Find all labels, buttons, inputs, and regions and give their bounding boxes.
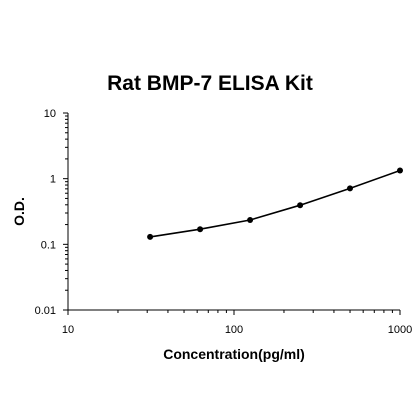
x-tick-label: 10	[62, 324, 74, 336]
data-point	[397, 167, 403, 174]
data-point	[247, 217, 254, 223]
chart-title: Rat BMP-7 ELISA Kit	[107, 72, 313, 95]
data-point	[347, 185, 353, 192]
series-line	[149, 169, 401, 238]
y-axis-label: O.D.	[11, 197, 27, 226]
data-point	[297, 202, 304, 209]
y-tick-label: 1	[50, 174, 56, 186]
y-tick-label: 10	[44, 108, 56, 120]
data-point	[197, 226, 204, 233]
data-point	[147, 233, 154, 240]
x-tick-label: 1000	[388, 324, 412, 336]
x-axis-label: Concentration(pg/ml)	[163, 346, 305, 362]
y-tick-label: 0.1	[41, 239, 56, 251]
x-tick-label: 100	[225, 324, 243, 336]
y-tick-label: 0.01	[35, 305, 56, 317]
